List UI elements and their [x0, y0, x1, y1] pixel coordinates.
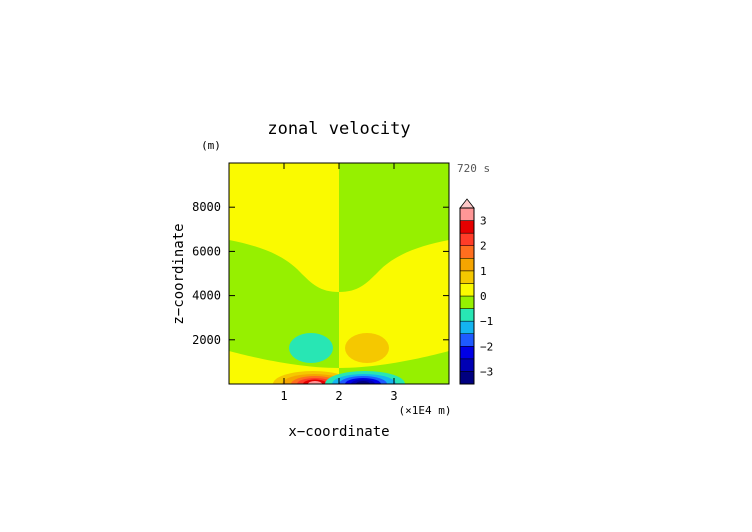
colorbar-level [459, 270, 475, 284]
colorbar-tick-label: −3 [480, 365, 493, 378]
colorbar: 3 2 1 0 −1 −2 −3 [459, 198, 493, 385]
colorbar-frame [459, 207, 475, 385]
time-label: 720 s [457, 162, 490, 175]
field-right-upper-negative [339, 163, 449, 292]
x-tick-label: 1 [280, 389, 287, 403]
contour-field [229, 163, 449, 384]
colorbar-level [459, 358, 475, 372]
field-right-jet-core [356, 381, 370, 384]
y-tick-label: 6000 [192, 244, 221, 258]
field-left-jet-core [308, 381, 322, 384]
x-axis-label: x−coordinate [288, 424, 389, 440]
colorbar-tick-label: 1 [480, 265, 487, 278]
field-right-positive-cell [345, 333, 389, 363]
y-axis-label: z−coordinate [171, 223, 187, 324]
colorbar-level [459, 320, 475, 334]
y-tick-label: 2000 [192, 333, 221, 347]
colorbar-level [459, 207, 475, 221]
colorbar-level [459, 333, 475, 347]
x-tick-label: 2 [335, 389, 342, 403]
colorbar-level [459, 283, 475, 297]
colorbar-level [459, 346, 475, 360]
colorbar-level [459, 220, 475, 234]
x-axis: 1 2 3 [280, 163, 398, 403]
colorbar-tick-label: 3 [480, 215, 487, 228]
colorbar-tick-label: 2 [480, 240, 487, 253]
colorbar-tick-label: −2 [480, 340, 493, 353]
y-unit-label: (m) [201, 139, 221, 152]
field-left-upper-positive [229, 163, 339, 292]
x-tick-label: 3 [390, 389, 397, 403]
x-unit-label: (×1E4 m) [399, 404, 452, 417]
colorbar-over-triangle [459, 198, 475, 209]
colorbar-level [459, 308, 475, 322]
colorbar-level [459, 258, 475, 272]
colorbar-level [459, 245, 475, 259]
y-tick-label: 8000 [192, 200, 221, 214]
colorbar-level [459, 295, 475, 309]
colorbar-level [459, 371, 475, 385]
y-axis: 2000 4000 6000 8000 [192, 200, 449, 347]
field-right-half [325, 163, 449, 384]
colorbar-tick-label: −1 [480, 315, 493, 328]
y-tick-label: 4000 [192, 289, 221, 303]
field-left-negative-cell [289, 333, 333, 363]
field-left-half [229, 163, 353, 384]
colorbar-tick-label: 0 [480, 290, 487, 303]
chart-title: zonal velocity [267, 119, 410, 139]
colorbar-level [459, 232, 475, 246]
